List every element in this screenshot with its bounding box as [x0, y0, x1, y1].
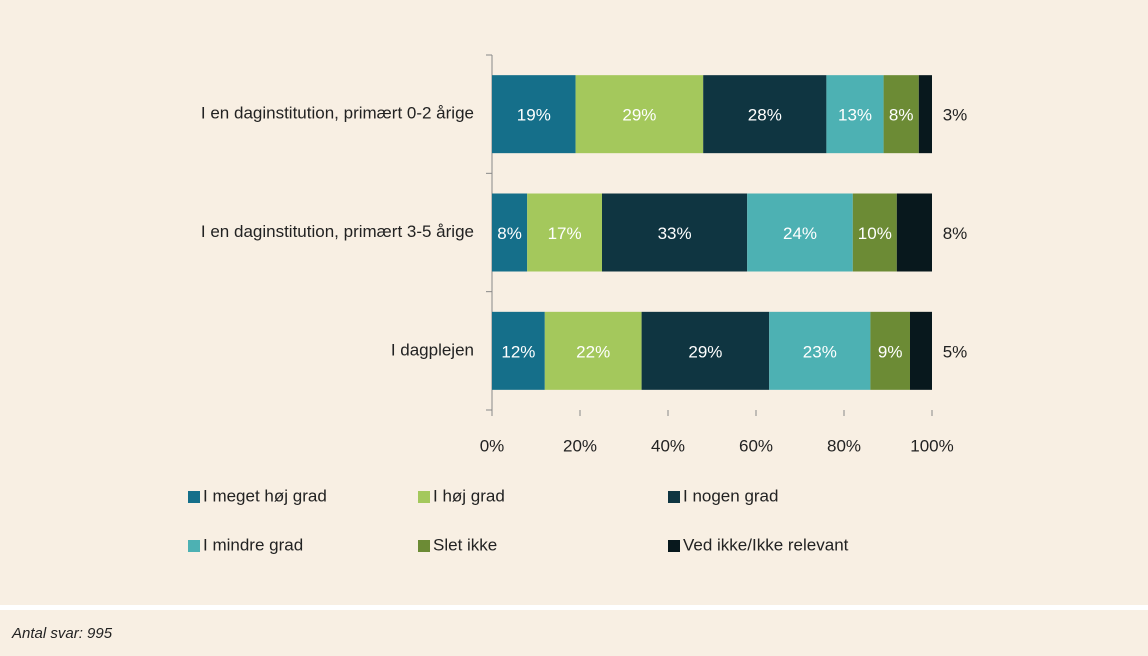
data-label: 29% — [622, 106, 656, 125]
legend-swatch — [668, 540, 680, 552]
bar-segment — [883, 75, 919, 154]
data-label: 8% — [497, 224, 522, 243]
data-label: 17% — [548, 224, 582, 243]
bar-segment — [602, 193, 748, 272]
bar-segment — [826, 75, 884, 154]
legend-label: Ved ikke/Ikke relevant — [683, 535, 849, 554]
legend-swatch — [668, 491, 680, 503]
legend-swatch — [188, 491, 200, 503]
data-label: 33% — [658, 224, 692, 243]
legend-swatch — [188, 540, 200, 552]
bar-segment — [747, 193, 853, 272]
data-label: 13% — [838, 106, 872, 125]
x-tick-label: 60% — [739, 436, 773, 455]
legend-label: I nogen grad — [683, 486, 778, 505]
footer-panel — [0, 610, 1148, 656]
legend-swatch — [418, 540, 430, 552]
bar-segment — [852, 193, 897, 272]
bar-segment — [769, 311, 871, 390]
data-label: 23% — [803, 342, 837, 361]
bar-segment — [918, 75, 932, 154]
legend-label: I mindre grad — [203, 535, 303, 554]
bar-segment — [896, 193, 932, 272]
data-label: 29% — [688, 342, 722, 361]
data-label: 8% — [943, 224, 968, 243]
x-tick-label: 80% — [827, 436, 861, 455]
legend-label: I meget høj grad — [203, 486, 327, 505]
data-label: 8% — [889, 106, 914, 125]
data-label: 28% — [748, 106, 782, 125]
category-label: I en daginstitution, primært 3-5 årige — [201, 222, 474, 241]
bar-segment — [492, 311, 545, 390]
bar-segment — [527, 193, 602, 272]
data-label: 24% — [783, 224, 817, 243]
data-label: 3% — [943, 106, 968, 125]
legend-swatch — [418, 491, 430, 503]
bar-segment — [703, 75, 827, 154]
data-label: 5% — [943, 342, 968, 361]
category-label: I en daginstitution, primært 0-2 årige — [201, 104, 474, 123]
bar-segment — [910, 311, 932, 390]
data-label: 12% — [501, 342, 535, 361]
category-label: I dagplejen — [391, 340, 474, 359]
x-tick-label: 20% — [563, 436, 597, 455]
footnote: Antal svar: 995 — [11, 625, 113, 642]
x-tick-label: 100% — [910, 436, 953, 455]
x-tick-label: 40% — [651, 436, 685, 455]
bar-segment — [575, 75, 704, 154]
data-label: 9% — [878, 342, 903, 361]
bar-segment — [492, 75, 576, 154]
legend-label: I høj grad — [433, 486, 505, 505]
bar-segment — [544, 311, 642, 390]
data-label: 22% — [576, 342, 610, 361]
bar-segment — [492, 193, 528, 272]
bar-segment — [641, 311, 770, 390]
x-tick-label: 0% — [480, 436, 505, 455]
bar-segment — [870, 311, 910, 390]
legend-label: Slet ikke — [433, 535, 497, 554]
data-label: 19% — [517, 106, 551, 125]
data-label: 10% — [858, 224, 892, 243]
